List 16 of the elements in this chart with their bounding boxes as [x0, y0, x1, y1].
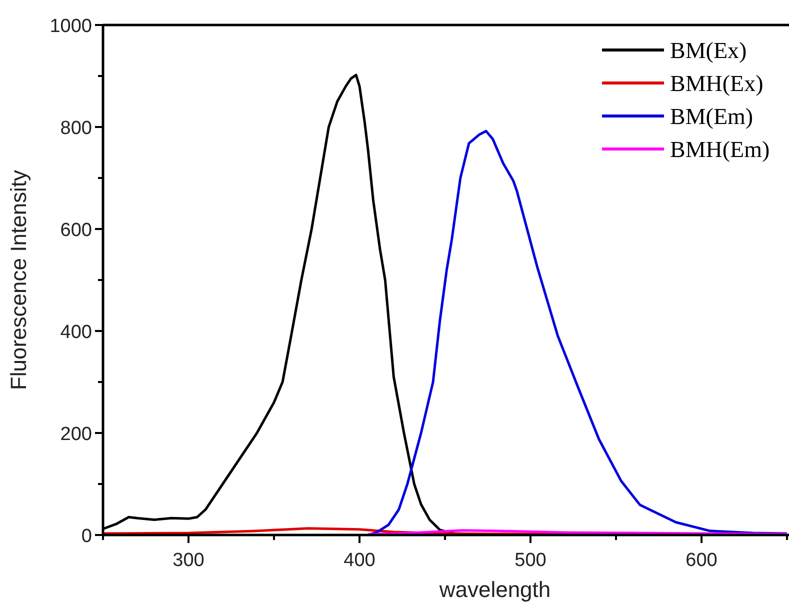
legend-label: BMH(Ex)	[670, 71, 764, 96]
y-tick-label: 400	[60, 322, 92, 343]
y-axis-title: Fluorescence Intensity	[6, 170, 31, 390]
legend-label: BM(Ex)	[670, 38, 747, 63]
legend-label: BM(Em)	[670, 104, 754, 129]
y-tick-label: 1000	[50, 16, 92, 37]
x-axis-title: wavelength	[438, 577, 551, 602]
legend-label: BMH(Em)	[670, 137, 770, 162]
y-tick-label: 0	[81, 526, 92, 547]
y-tick-label: 600	[60, 220, 92, 241]
x-tick-label: 300	[172, 550, 204, 571]
y-tick-label: 800	[60, 118, 92, 139]
x-tick-label: 400	[344, 550, 376, 571]
x-tick-label: 500	[514, 550, 546, 571]
x-tick-label: 600	[686, 550, 718, 571]
y-tick-label: 200	[60, 424, 92, 445]
